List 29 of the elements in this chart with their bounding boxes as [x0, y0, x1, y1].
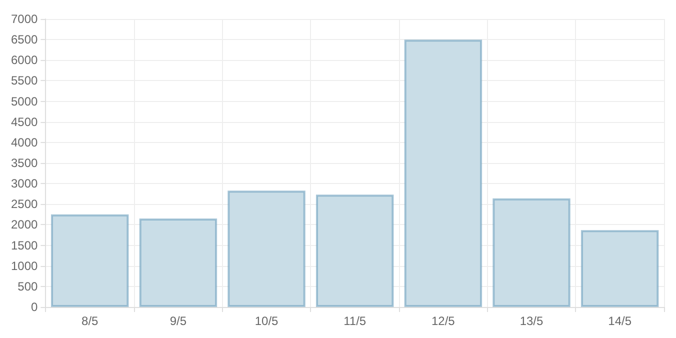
y-tick-label: 5500	[10, 74, 38, 88]
y-tick-label: 7000	[10, 12, 38, 26]
x-tick-label: 8/5	[82, 314, 99, 328]
x-tick-label: 10/5	[254, 314, 279, 328]
y-tick-label: 1500	[10, 238, 38, 252]
y-tick-label: 6500	[10, 32, 38, 47]
y-tick-label: 1000	[10, 258, 38, 273]
bar	[580, 230, 659, 307]
x-tick-label: 13/5	[520, 314, 544, 328]
bar	[228, 190, 306, 307]
x-tick-label: 12/5	[431, 314, 456, 328]
bar	[139, 218, 218, 307]
bar	[50, 214, 129, 307]
y-tick-label: 0	[31, 300, 38, 314]
y-tick-label: 2000	[10, 218, 38, 232]
y-tick-label: 500	[18, 279, 38, 294]
y-tick-label: 6000	[10, 53, 38, 68]
bar	[404, 40, 482, 307]
y-tick-label: 2500	[10, 197, 38, 212]
y-tick-label: 4500	[10, 114, 38, 129]
y-tick-label: 4000	[10, 135, 38, 150]
bar	[316, 194, 394, 307]
x-tick-label: 9/5	[170, 314, 187, 328]
y-tick-label: 3500	[10, 156, 38, 170]
y-tick-label: 5000	[10, 94, 38, 108]
x-tick-label: 11/5	[344, 314, 366, 328]
x-tick-label: 14/5	[608, 314, 632, 328]
y-tick-label: 3000	[10, 176, 38, 191]
bar	[492, 198, 570, 307]
